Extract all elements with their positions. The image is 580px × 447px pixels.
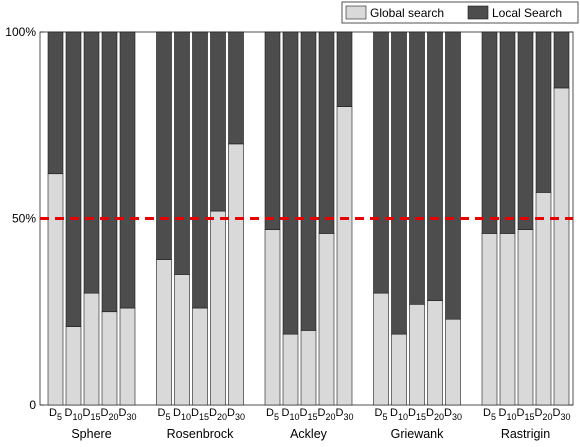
bar-local-rosenbrock-d10	[174, 31, 190, 275]
x-tick-label: D20	[209, 407, 227, 422]
x-tick-label: D15	[300, 407, 318, 422]
legend-swatch-local	[467, 5, 489, 20]
bar-global-griewank-d5	[373, 292, 389, 406]
x-tick-label: D15	[83, 407, 101, 422]
x-tick-label: D30	[444, 407, 462, 422]
bar-local-ackley-d30	[336, 31, 353, 107]
bar-global-rosenbrock-d10	[174, 274, 190, 406]
bar-global-griewank-d30	[445, 318, 461, 406]
bar-local-rastrigin-d30	[553, 31, 570, 89]
group-label: Griewank	[391, 427, 445, 441]
x-tick-label: D30	[227, 407, 245, 422]
x-tick-label: D10	[390, 407, 408, 422]
bar-local-rastrigin-d10	[499, 31, 516, 234]
bar-local-rosenbrock-d15	[192, 31, 208, 309]
bar-local-rastrigin-d20	[535, 31, 552, 193]
group-label: Ackley	[290, 427, 328, 441]
legend-label-local: Local Search	[492, 6, 562, 20]
bar-global-rosenbrock-d20	[210, 210, 226, 406]
x-tick-label: D20	[318, 407, 336, 422]
legend-swatch-global	[345, 5, 367, 20]
x-tick-label: D20	[426, 407, 444, 422]
bar-local-griewank-d5	[373, 31, 389, 294]
x-tick-label: D10	[65, 407, 83, 422]
bar-local-rosenbrock-d5	[156, 31, 172, 260]
bar-local-sphere-d20	[101, 31, 118, 313]
x-tick-label: D15	[408, 407, 426, 422]
bar-local-sphere-d10	[65, 31, 82, 327]
bar-global-rastrigin-d20	[535, 192, 552, 406]
bar-global-sphere-d10	[65, 326, 82, 406]
x-tick-label: D30	[119, 407, 137, 422]
x-tick-label: D30	[336, 407, 354, 422]
bar-local-griewank-d20	[427, 31, 443, 301]
bar-global-rastrigin-d15	[517, 229, 534, 406]
x-tick-label: D5	[49, 407, 62, 422]
x-tick-label: D5	[266, 407, 279, 422]
bar-local-rastrigin-d15	[517, 31, 534, 230]
bar-global-rastrigin-d10	[499, 233, 516, 406]
bar-local-ackley-d15	[300, 31, 317, 331]
bar-local-sphere-d30	[119, 31, 136, 309]
bar-local-sphere-d5	[47, 31, 64, 175]
x-tick-label: D15	[191, 407, 209, 422]
bar-global-ackley-d30	[336, 106, 353, 406]
group-label: Sphere	[71, 427, 111, 441]
y-tick-label: 100%	[5, 25, 36, 39]
group-label: Rosenbrock	[167, 427, 234, 441]
x-tick-label: D20	[535, 407, 553, 422]
bar-global-griewank-d20	[427, 300, 443, 406]
bar-global-ackley-d10	[282, 333, 299, 406]
bar-global-sphere-d5	[47, 173, 64, 406]
bar-local-ackley-d10	[282, 31, 299, 335]
x-tick-label: D10	[282, 407, 300, 422]
bar-global-griewank-d10	[391, 333, 407, 406]
bar-global-sphere-d20	[101, 311, 118, 406]
bar-global-ackley-d20	[318, 233, 335, 406]
bar-global-rosenbrock-d5	[156, 259, 172, 406]
bar-global-rastrigin-d5	[481, 233, 498, 406]
legend-label-global: Global search	[370, 6, 444, 20]
bar-global-sphere-d30	[119, 307, 136, 406]
bar-local-rosenbrock-d20	[210, 31, 226, 212]
y-tick-label: 50%	[12, 212, 36, 226]
x-tick-label: D20	[101, 407, 119, 422]
bar-local-griewank-d15	[409, 31, 425, 305]
bar-local-rosenbrock-d30	[228, 31, 244, 145]
bar-global-ackley-d15	[300, 330, 317, 406]
bar-global-sphere-d15	[83, 292, 100, 406]
bar-global-rosenbrock-d30	[228, 143, 244, 406]
bar-local-rastrigin-d5	[481, 31, 498, 234]
x-tick-label: D15	[517, 407, 535, 422]
bar-local-griewank-d30	[445, 31, 461, 320]
x-tick-label: D5	[483, 407, 496, 422]
bar-local-ackley-d5	[264, 31, 281, 230]
legend-box	[341, 1, 579, 24]
x-tick-label: D5	[158, 407, 171, 422]
bar-global-ackley-d5	[264, 229, 281, 406]
bar-global-rosenbrock-d15	[192, 307, 208, 406]
bar-local-sphere-d15	[83, 31, 100, 294]
x-tick-label: D10	[173, 407, 191, 422]
bar-local-ackley-d20	[318, 31, 335, 234]
bar-global-griewank-d15	[409, 303, 425, 406]
group-label: Rastrigin	[501, 427, 550, 441]
y-tick-label: 0	[29, 398, 36, 412]
x-tick-label: D30	[553, 407, 571, 422]
bar-global-rastrigin-d30	[553, 87, 570, 406]
x-tick-label: D5	[375, 407, 388, 422]
x-tick-label: D10	[499, 407, 517, 422]
bar-local-griewank-d10	[391, 31, 407, 335]
